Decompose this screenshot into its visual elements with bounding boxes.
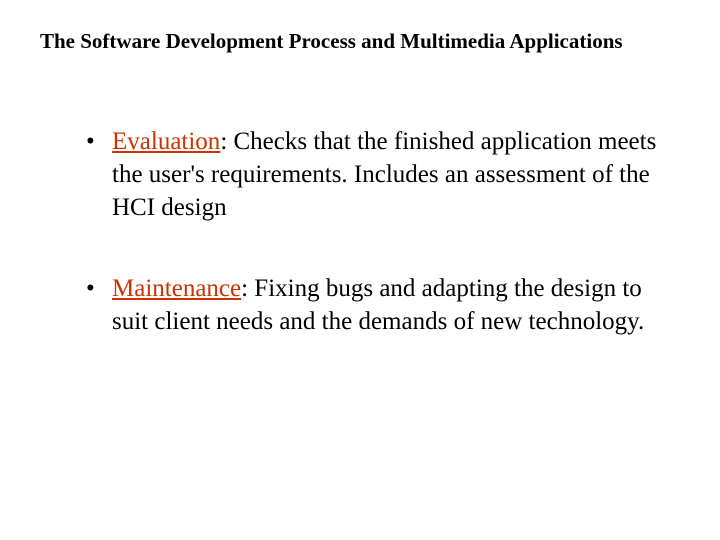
slide: The Software Development Process and Mul… [0,0,720,540]
list-item: Maintenance: Fixing bugs and adapting th… [90,272,660,338]
slide-title: The Software Development Process and Mul… [40,28,680,55]
list-item: Evaluation: Checks that the finished app… [90,125,660,224]
bullet-list: Evaluation: Checks that the finished app… [40,125,680,338]
term-label: Maintenance [112,275,241,302]
term-label: Evaluation [112,128,220,155]
